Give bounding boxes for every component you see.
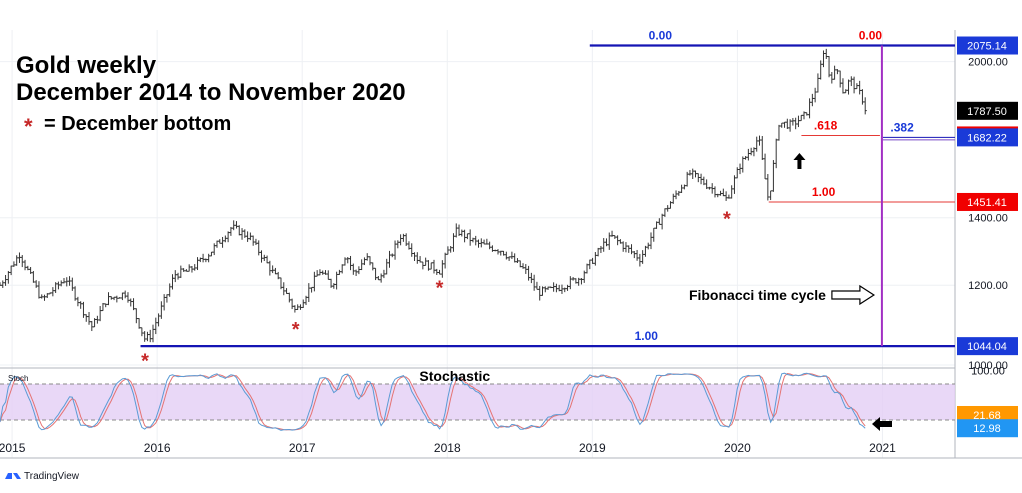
y-tick-label: 1400.00 — [968, 213, 1008, 225]
hollow-right-arrow-icon — [831, 284, 876, 306]
price-tag-label: 1787.50 — [967, 106, 1007, 118]
x-tick-label: 2015 — [0, 441, 26, 455]
price-tag — [957, 192, 1018, 211]
stoch-d-tag — [957, 419, 1018, 438]
price-bars — [0, 48, 867, 343]
stoch-k-tag-label: 21.68 — [973, 410, 1001, 422]
x-tick-label: 2019 — [579, 441, 606, 455]
y-tick-label: 1200.00 — [968, 280, 1008, 292]
stoch-k-line — [0, 372, 866, 431]
time-cycle-label: Fibonacci time cycle — [689, 287, 826, 303]
chart-subtitle: December 2014 to November 2020 — [16, 79, 406, 106]
december-bottom-marker: * — [436, 277, 444, 299]
fib-lines: 0.00 1.00 0.00 .618 1.00 .382 — [140, 29, 955, 348]
left-arrow-icon — [872, 417, 892, 431]
price-tag — [957, 337, 1018, 356]
x-tick-label: 2018 — [434, 441, 461, 455]
stoch-d-line — [0, 372, 866, 431]
stoch-band — [0, 384, 955, 420]
price-tag — [957, 36, 1018, 55]
december-bottom-marker: * — [141, 350, 149, 372]
axes: 2000.00 1400.00 1200.00 1000.00 2075.14 1787.… — [0, 36, 1018, 455]
fib-level-label: 0.00 — [859, 29, 883, 43]
x-tick-label: 2016 — [144, 441, 171, 455]
y-tick-label: 1000.00 — [968, 360, 1008, 372]
brand-name: TradingView — [24, 471, 80, 482]
price-tag — [957, 128, 1018, 147]
price-tag-label: 2075.14 — [967, 41, 1007, 53]
fib-level-label: .382 — [890, 120, 914, 134]
annotations: * * * * Fibonacci time cycle — [141, 153, 892, 431]
stoch-title: Stochastic — [419, 368, 490, 384]
december-bottom-marker: * — [723, 209, 731, 231]
stochastic-pane: Stoch Stochastic — [0, 368, 955, 431]
stoch-top-label: 100.00 — [971, 365, 1005, 377]
up-arrow-icon — [793, 153, 806, 170]
legend-note: = December bottom — [44, 113, 231, 135]
price-tag-label: 1044.04 — [967, 341, 1007, 353]
x-tick-label: 2017 — [289, 441, 316, 455]
stoch-d-tag-label: 12.98 — [973, 423, 1001, 435]
chart-title: Gold weekly — [16, 52, 157, 79]
fib-level-label: 1.00 — [812, 185, 836, 199]
price-tag-label: 1682.22 — [967, 132, 1007, 144]
price-tag-label: 1451.41 — [967, 197, 1007, 209]
fib-level-label: .618 — [814, 118, 838, 132]
legend-asterisk: * — [24, 114, 33, 139]
y-tick-label: 2000.00 — [968, 57, 1008, 69]
tradingview-logo-icon — [5, 473, 21, 479]
december-bottom-marker: * — [292, 319, 300, 341]
x-tick-label: 2020 — [724, 441, 751, 455]
x-tick-label: 2021 — [869, 441, 896, 455]
price-tag — [957, 101, 1018, 120]
stoch-pane-label: Stoch — [8, 374, 28, 383]
fib-level-label: 1.00 — [635, 329, 659, 343]
fib-level-label: 0.00 — [649, 29, 673, 43]
